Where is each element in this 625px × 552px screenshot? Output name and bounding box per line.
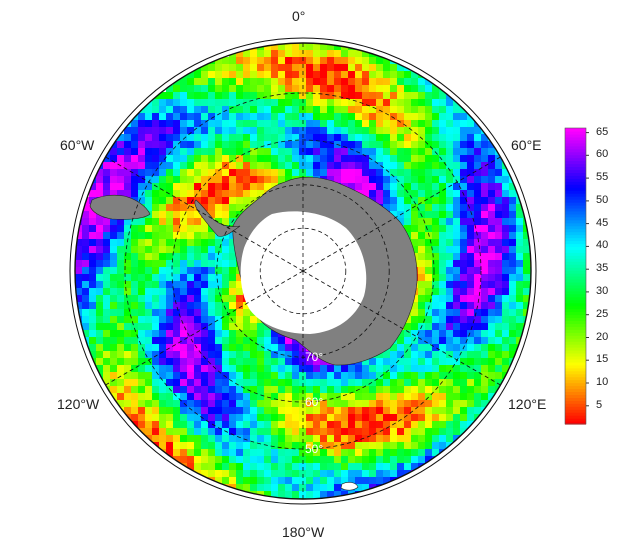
colorbar-tick-label: 20 <box>596 330 609 343</box>
map-frame <box>74 42 532 500</box>
meridian-line <box>105 270 304 386</box>
antarctica-landmass <box>89 176 418 491</box>
colorbar-tick-label: 30 <box>596 284 609 297</box>
colorbar-tick-label: 50 <box>596 193 609 206</box>
latitude-circle <box>259 227 347 315</box>
colorbar-tick-label: 10 <box>596 376 609 388</box>
colorbar-tick-label: 35 <box>596 262 609 275</box>
colorbar-tick-label: 60 <box>596 148 609 161</box>
lon-label-60w: 60°W <box>60 137 95 153</box>
map-frame-outer <box>69 37 537 505</box>
meridian-line <box>105 156 304 272</box>
latitude-circle <box>124 92 482 450</box>
latitude-label: 50° <box>305 442 323 456</box>
colorbar <box>564 127 589 425</box>
colorbar-tick-label: 25 <box>596 307 609 320</box>
colorbar-tick-label: 15 <box>596 353 609 366</box>
ice-shelf <box>240 211 367 334</box>
lon-label-60e: 60°E <box>511 137 542 153</box>
lon-label-0: 0° <box>292 8 306 24</box>
latitude-labels: 70° 60° 50° <box>305 350 323 456</box>
lon-label-180: 180°W <box>282 524 325 540</box>
colorbar-tick-label: 45 <box>596 216 609 229</box>
latitude-circle <box>171 139 435 403</box>
lon-label-120e: 120°E <box>508 396 547 412</box>
colorbar-tick-label: 40 <box>596 239 609 252</box>
graticule <box>105 43 501 499</box>
colorbar-tick-label: 65 <box>596 125 609 138</box>
latitude-label: 70° <box>305 350 323 364</box>
lon-label-120w: 120°W <box>57 396 100 412</box>
colorbar-tick-label: 5 <box>596 398 603 411</box>
meridian-line <box>302 270 501 386</box>
latitude-label: 60° <box>305 395 323 409</box>
colorbar-tick-label: 55 <box>596 171 609 184</box>
meridian-line <box>302 156 501 272</box>
